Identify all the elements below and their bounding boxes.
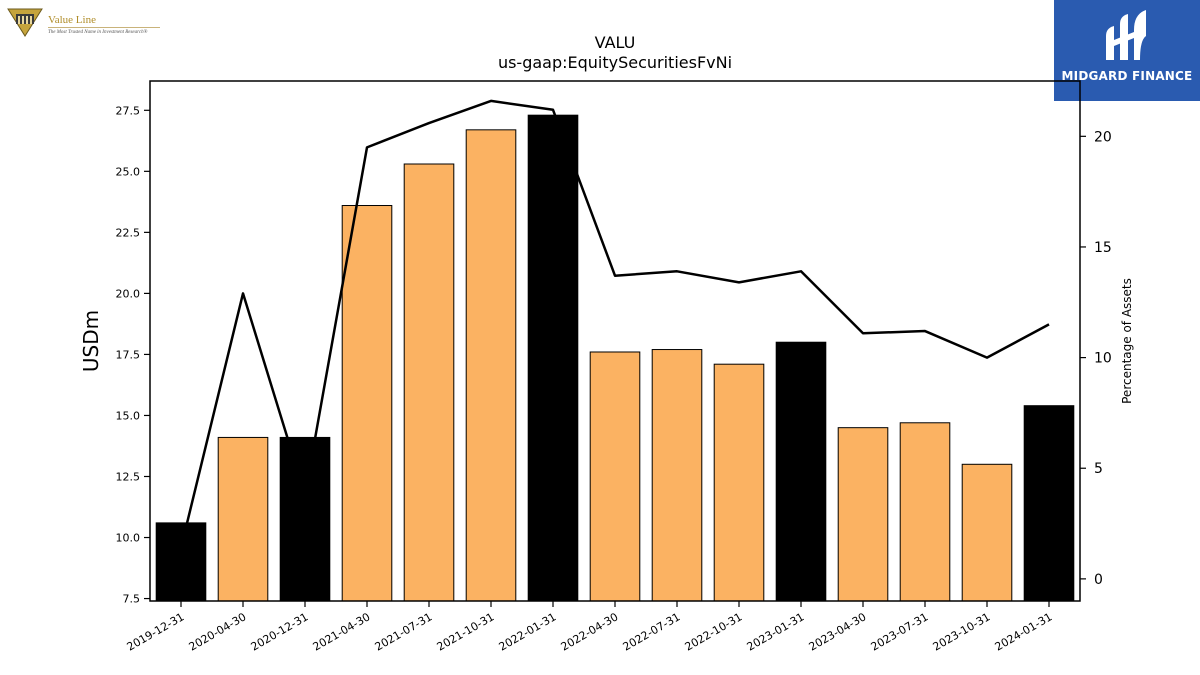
y2-tick-label: 5 [1094,461,1103,477]
bar [651,349,703,602]
chart-title: VALU [595,33,636,52]
midgard-finance-logo: MIDGARD FINANCE [1054,0,1200,101]
midgard-emblem-icon [1106,10,1146,60]
bar [403,163,455,602]
x-tick-label: 2020-04-30 [187,610,249,653]
x-tick-label: 2024-01-31 [993,610,1055,653]
bar [713,363,765,602]
bar [341,205,393,602]
midgard-finance-name: MIDGARD FINANCE [1061,69,1193,83]
chart-subtitle: us-gaap:EquitySecuritiesFvNi [498,53,732,72]
y-tick-label: 20.0 [116,287,141,300]
bar [155,522,207,602]
y-axis-label: USDm [79,310,103,372]
bar [279,436,331,602]
x-tick-label: 2021-10-31 [435,610,497,653]
value-line-rule [48,27,160,28]
x-tick-label: 2023-07-31 [869,610,931,653]
value-line-tagline: The Most Trusted Name in Investment Rese… [48,30,148,35]
bar [775,341,827,602]
x-tick-label: 2022-01-31 [497,610,559,653]
bar [217,436,269,602]
y2-tick-label: 10 [1094,351,1112,367]
y2-tick-label: 20 [1094,129,1112,145]
value-line-name: Value Line [48,14,96,26]
y-tick-label: 10.0 [116,532,141,545]
percentage-of-assets-line [179,99,1050,549]
x-tick-label: 2022-07-31 [621,610,683,653]
x-tick-label: 2022-04-30 [559,610,621,653]
x-tick-label: 2023-04-30 [807,610,869,653]
y2-tick-label: 15 [1094,240,1112,256]
bar [961,463,1013,602]
y-tick-label: 22.5 [116,226,141,239]
x-tick-label: 2019-12-31 [125,610,187,653]
bar [527,114,579,602]
bar [589,351,641,602]
value-line-logo: Value Line The Most Trusted Name in Inve… [6,6,166,42]
x-tick-label: 2021-04-30 [311,610,373,653]
bar [465,129,517,602]
bar [899,422,951,602]
y-tick-label: 25.0 [116,165,141,178]
y-tick-label: 7.5 [123,593,141,606]
y2-tick-label: 0 [1094,572,1103,588]
bar [837,427,889,602]
value-line-emblem-icon [7,8,43,37]
y-tick-label: 12.5 [116,470,141,483]
x-tick-label: 2020-12-31 [249,610,311,653]
x-tick-label: 2021-07-31 [373,610,435,653]
bar [1023,405,1075,602]
y-tick-label: 27.5 [116,104,141,117]
y2-axis-label: Percentage of Assets [1120,278,1134,404]
y-tick-label: 17.5 [116,348,141,361]
x-tick-label: 2023-01-31 [745,610,807,653]
y-tick-label: 15.0 [116,409,141,422]
x-tick-label: 2022-10-31 [683,610,745,653]
x-tick-label: 2023-10-31 [931,610,993,653]
